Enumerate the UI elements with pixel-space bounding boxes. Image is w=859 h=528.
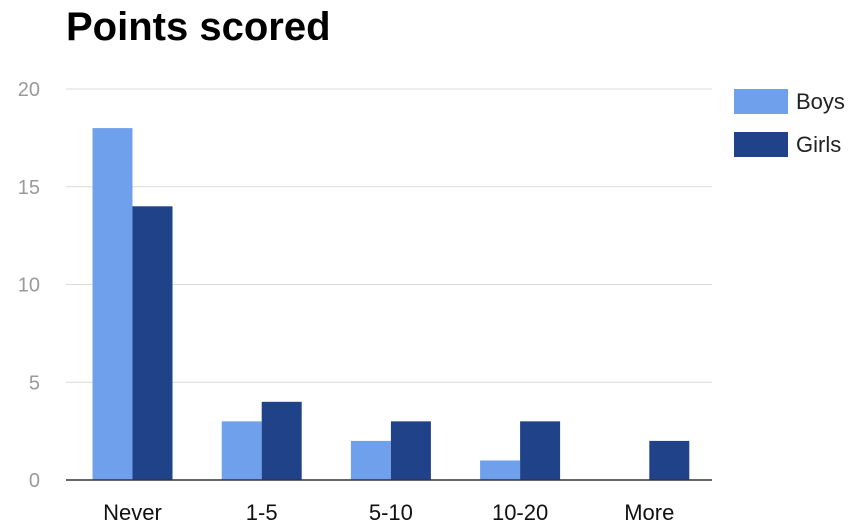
y-tick-label: 5 bbox=[29, 372, 40, 394]
x-tick-label: 10-20 bbox=[492, 500, 548, 525]
y-axis-ticks: 0 5 10 15 20 bbox=[18, 79, 40, 492]
bar-boys-3 bbox=[480, 460, 521, 480]
bar-girls-4 bbox=[649, 440, 690, 480]
bar-girls-3 bbox=[520, 421, 561, 480]
x-tick-label: 1-5 bbox=[246, 500, 278, 525]
legend-swatch-boys bbox=[734, 89, 788, 114]
bars bbox=[66, 128, 712, 481]
bar-girls-0 bbox=[132, 206, 173, 481]
legend: Boys Girls bbox=[734, 89, 845, 157]
legend-label-boys: Boys bbox=[796, 89, 845, 114]
y-tick-label: 10 bbox=[18, 275, 40, 297]
bar-girls-1 bbox=[261, 401, 302, 480]
x-axis-ticks: Never 1-5 5-10 10-20 More bbox=[103, 500, 674, 525]
bar-boys-2 bbox=[350, 440, 391, 480]
y-tick-label: 15 bbox=[18, 177, 40, 199]
x-tick-label: More bbox=[624, 500, 674, 525]
y-tick-label: 20 bbox=[18, 79, 40, 101]
legend-swatch-girls bbox=[734, 132, 788, 157]
gridlines bbox=[66, 88, 712, 383]
bar-boys-0 bbox=[92, 128, 133, 480]
bar-boys-1 bbox=[221, 421, 262, 480]
x-tick-label: Never bbox=[103, 500, 162, 525]
chart-title: Points scored bbox=[66, 5, 331, 49]
y-tick-label: 0 bbox=[29, 470, 40, 492]
bar-girls-2 bbox=[390, 421, 431, 480]
x-tick-label: 5-10 bbox=[369, 500, 413, 525]
legend-label-girls: Girls bbox=[796, 132, 841, 157]
